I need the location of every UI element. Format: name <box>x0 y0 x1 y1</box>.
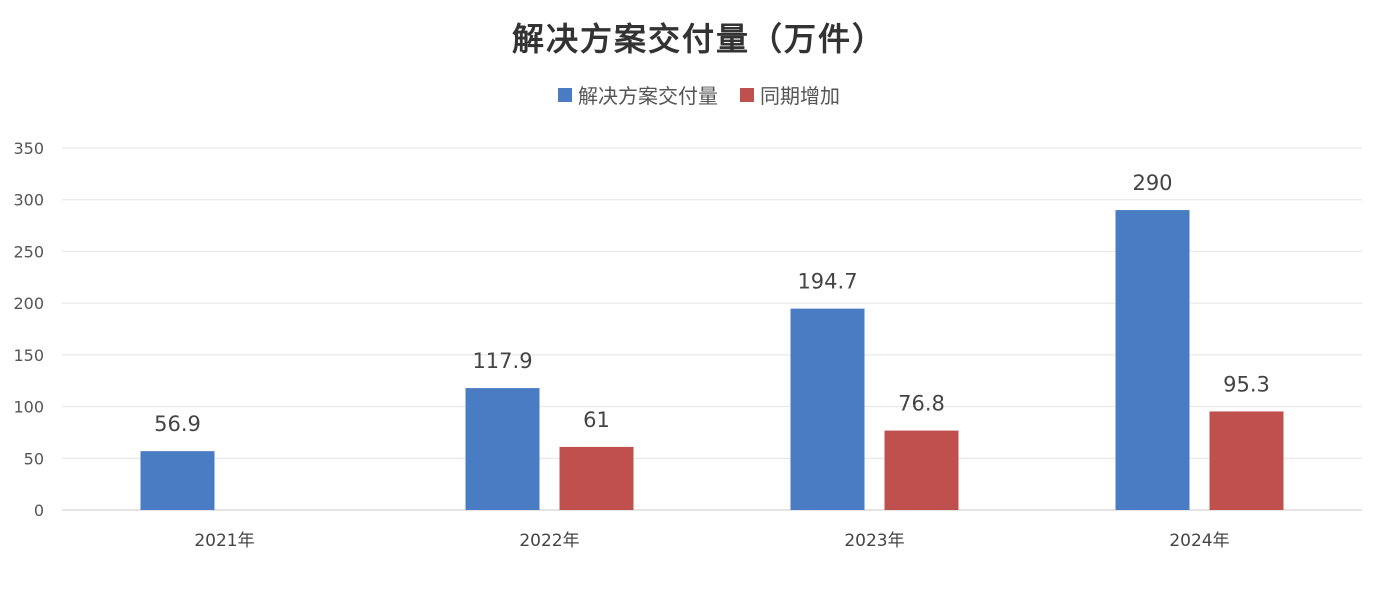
legend-item-delivery: 解决方案交付量 <box>558 80 718 109</box>
data-label-increase: 61 <box>583 408 610 432</box>
chart-title: 解决方案交付量（万件） <box>511 20 886 58</box>
legend-item-increase: 同期增加 <box>740 80 840 109</box>
x-tick-label: 2022年 <box>519 531 579 551</box>
y-tick-label: 350 <box>13 139 44 158</box>
data-label-delivery: 290 <box>1132 171 1172 195</box>
y-tick-label: 300 <box>13 191 44 210</box>
y-tick-label: 50 <box>24 449 44 468</box>
data-label-delivery: 117.9 <box>472 349 532 373</box>
y-tick-label: 200 <box>13 294 44 313</box>
bar-delivery <box>140 451 215 510</box>
x-tick-label: 2021年 <box>194 531 254 551</box>
bar-delivery <box>790 308 865 510</box>
data-label-increase: 95.3 <box>1223 372 1270 396</box>
legend-swatch-increase <box>740 87 754 102</box>
legend-label-increase: 同期增加 <box>760 84 840 108</box>
bar-increase <box>1209 411 1284 510</box>
y-tick-label: 250 <box>13 242 44 261</box>
data-label-delivery: 194.7 <box>797 270 857 294</box>
legend: 解决方案交付量 同期增加 <box>0 80 1398 109</box>
y-tick-label: 100 <box>13 398 44 417</box>
x-tick-label: 2023年 <box>844 531 904 551</box>
data-label-delivery: 56.9 <box>154 412 201 436</box>
bar-delivery <box>1115 210 1190 511</box>
legend-label-delivery: 解决方案交付量 <box>578 84 718 108</box>
y-tick-label: 0 <box>34 501 44 520</box>
data-label-increase: 76.8 <box>898 392 945 416</box>
y-tick-label: 150 <box>13 346 44 365</box>
bar-delivery <box>465 388 540 510</box>
bar-increase <box>559 446 634 510</box>
legend-swatch-delivery <box>558 87 572 102</box>
x-tick-label: 2024年 <box>1169 531 1229 551</box>
bar-increase <box>884 430 959 510</box>
